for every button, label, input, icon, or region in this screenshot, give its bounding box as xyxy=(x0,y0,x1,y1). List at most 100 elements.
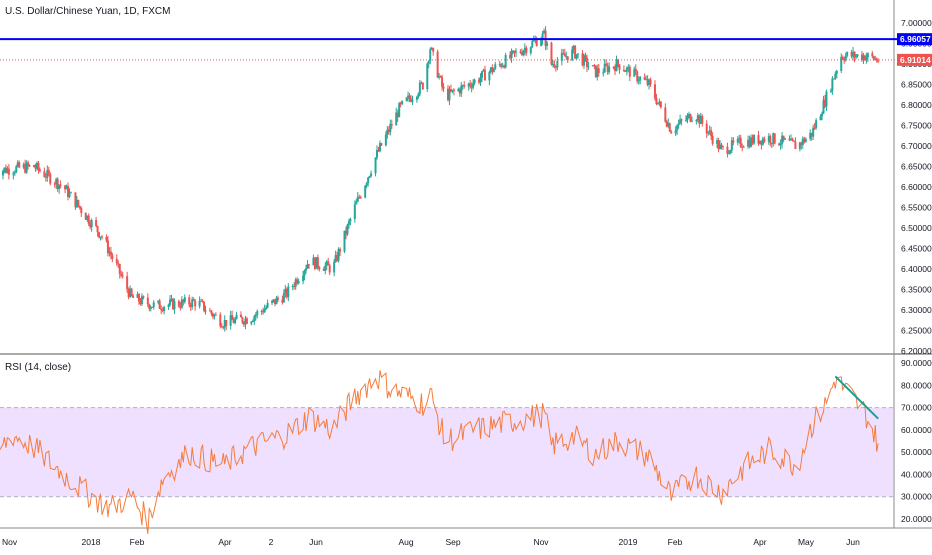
candle-body-176 xyxy=(358,196,361,198)
candle-body-309 xyxy=(634,68,637,72)
candle-body-315 xyxy=(646,79,649,85)
candle-body-338 xyxy=(695,120,698,122)
candle-body-42 xyxy=(80,207,83,214)
candle-body-313 xyxy=(643,77,646,80)
candle-body-217 xyxy=(442,86,445,89)
candle-body-400 xyxy=(822,99,825,114)
candle-body-158 xyxy=(322,269,325,271)
candle-body-64 xyxy=(127,289,130,298)
candle-body-106 xyxy=(213,314,216,317)
candle-body-43 xyxy=(84,213,87,220)
candle-body-351 xyxy=(720,144,723,147)
candle-body-91 xyxy=(182,299,185,303)
candle-body-419 xyxy=(862,55,865,61)
candle-body-222 xyxy=(452,89,455,92)
candle-body-249 xyxy=(510,50,513,59)
candle-body-170 xyxy=(346,224,349,235)
candle-body-164 xyxy=(334,255,337,262)
candle-body-120 xyxy=(242,322,245,325)
rsi-trendline[interactable] xyxy=(834,375,879,420)
candle-body-124 xyxy=(251,320,254,322)
candle-body-327 xyxy=(670,131,673,134)
candle-body-368 xyxy=(757,135,760,144)
candle-body-101 xyxy=(203,301,206,311)
candle-body-304 xyxy=(624,71,627,73)
candle-body-421 xyxy=(865,57,868,61)
candle-body-269 xyxy=(551,64,554,66)
last-price-badge xyxy=(897,53,932,66)
candle-body-272 xyxy=(556,60,559,68)
candle-body-175 xyxy=(356,196,359,202)
candle-body-399 xyxy=(821,113,824,117)
candle-body-298 xyxy=(612,66,615,68)
candle-body-379 xyxy=(779,143,782,146)
candle-body-108 xyxy=(219,314,222,327)
candle-body-295 xyxy=(605,63,608,66)
price-axis-tick-10: 6.50000 xyxy=(901,223,932,233)
candle-body-424 xyxy=(872,56,875,60)
candle-body-66 xyxy=(130,288,133,296)
rsi-axis-tick-0: 90.0000 xyxy=(901,358,932,368)
candle-body-314 xyxy=(645,79,648,81)
candle-body-28 xyxy=(53,183,56,185)
time-axis-tick-0: Nov xyxy=(2,537,18,547)
candle-body-278 xyxy=(571,49,574,61)
candle-body-259 xyxy=(531,41,534,48)
candle-body-373 xyxy=(767,136,770,142)
candle-body-303 xyxy=(622,69,625,72)
candle-body-423 xyxy=(871,53,874,57)
candle-body-196 xyxy=(399,103,402,105)
price-axis-tick-16: 6.20000 xyxy=(901,346,932,356)
candle-body-111 xyxy=(223,319,226,328)
candle-body-210 xyxy=(429,49,432,62)
rsi-axis-tick-3: 60.0000 xyxy=(901,425,932,435)
candle-body-183 xyxy=(374,157,377,174)
candle-body-343 xyxy=(705,123,708,134)
candle-body-299 xyxy=(614,67,617,72)
candle-body-360 xyxy=(739,138,742,147)
candle-body-121 xyxy=(244,318,247,325)
candle-body-407 xyxy=(835,70,838,74)
candle-body-146 xyxy=(296,279,299,284)
candle-body-87 xyxy=(173,301,176,310)
candle-body-154 xyxy=(313,257,316,269)
candle-body-341 xyxy=(699,116,702,124)
candle-body-56 xyxy=(109,251,112,256)
candle-body-292 xyxy=(597,68,600,73)
candle-body-413 xyxy=(850,52,853,57)
candle-body-374 xyxy=(769,136,772,144)
candle-body-215 xyxy=(439,76,442,78)
candle-body-361 xyxy=(741,146,744,148)
candle-body-385 xyxy=(791,138,794,141)
candle-body-185 xyxy=(377,150,380,152)
candle-body-6 xyxy=(6,168,9,173)
candle-body-366 xyxy=(751,137,754,144)
candle-body-332 xyxy=(680,119,683,121)
candle-body-391 xyxy=(803,138,806,143)
resistance-badge-label: 6.96057 xyxy=(900,34,931,44)
candle-body-63 xyxy=(126,276,129,290)
candle-body-353 xyxy=(726,146,729,154)
price-axis-tick-12: 6.40000 xyxy=(901,264,932,274)
candle-body-230 xyxy=(470,86,473,88)
candle-body-364 xyxy=(748,139,751,147)
candle-body-190 xyxy=(387,129,390,132)
candle-body-349 xyxy=(717,140,720,150)
candle-body-14 xyxy=(24,164,27,173)
candle-body-246 xyxy=(503,65,506,68)
candle-body-89 xyxy=(179,306,182,308)
candle-body-118 xyxy=(239,314,242,318)
candle-body-393 xyxy=(809,132,812,139)
candle-body-166 xyxy=(337,248,340,261)
candle-body-165 xyxy=(336,255,339,261)
time-axis-tick-1: 2018 xyxy=(82,537,101,547)
candle-body-103 xyxy=(208,310,211,312)
candle-body-345 xyxy=(708,130,711,132)
candle-body-59 xyxy=(117,263,120,265)
candle-body-397 xyxy=(815,120,818,129)
candle-body-213 xyxy=(436,51,439,78)
candle-body-53 xyxy=(105,236,108,241)
candle-body-348 xyxy=(716,140,719,144)
candle-body-383 xyxy=(788,138,791,141)
